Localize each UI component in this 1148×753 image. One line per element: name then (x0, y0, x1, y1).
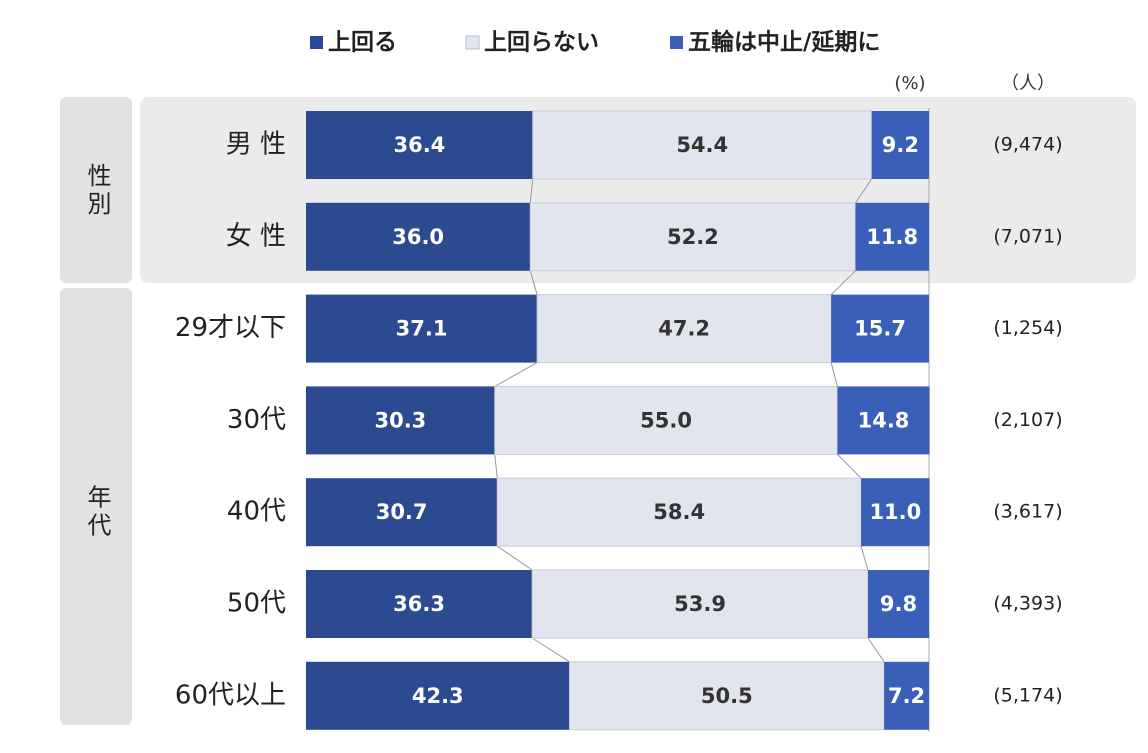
bar-segment (884, 661, 929, 730)
connector (837, 454, 862, 479)
value-label: 52.2 (667, 225, 719, 249)
value-label: 36.3 (393, 592, 445, 616)
value-label: 37.1 (396, 317, 448, 341)
value-label: 14.8 (858, 408, 910, 432)
value-label: 50.5 (701, 684, 753, 708)
value-label: 11.8 (866, 225, 918, 249)
connector (529, 178, 534, 203)
value-label: 54.4 (676, 133, 728, 157)
sample-size: (3,617) (993, 501, 1062, 523)
bar-segment (855, 202, 929, 271)
bar-segment (871, 111, 929, 179)
value-label: 47.2 (658, 317, 710, 341)
bar-segment (867, 570, 929, 638)
connector (529, 270, 538, 295)
value-label: 53.9 (674, 592, 726, 616)
category-label: 30代 (227, 405, 286, 435)
connector (867, 637, 885, 663)
sample-unit: （人） (1001, 73, 1055, 94)
bar-segment (494, 385, 838, 455)
connector (855, 178, 873, 204)
bar-segment (831, 294, 929, 363)
value-label: 58.4 (653, 500, 705, 524)
connector (494, 454, 498, 479)
bar-segment (306, 111, 533, 179)
value-label: 42.3 (412, 684, 464, 708)
value-unit: (%) (894, 73, 925, 94)
bar-segment (532, 110, 873, 180)
value-label: 9.2 (882, 133, 919, 157)
group-label: 性別 (83, 163, 111, 219)
bar-segment (569, 661, 885, 731)
value-label: 7.2 (888, 684, 925, 708)
value-label: 30.3 (374, 408, 426, 432)
bar-segment (306, 661, 570, 730)
bar-segment (529, 202, 856, 272)
value-label: 55.0 (640, 408, 692, 432)
category-label: 50代 (227, 589, 286, 619)
connector (830, 270, 856, 295)
value-label: 36.0 (392, 225, 444, 249)
bar-segment (306, 386, 495, 455)
legend-label: 上回らない (484, 30, 599, 56)
legend-label: 上回る (328, 30, 397, 56)
legend-swatch (465, 35, 480, 50)
connector (496, 545, 533, 571)
sample-size: (7,071) (993, 225, 1062, 247)
value-label: 9.8 (880, 592, 917, 616)
sample-size: (9,474) (993, 134, 1062, 156)
connector (830, 362, 838, 387)
connector (860, 546, 869, 571)
group-label: 年代 (83, 484, 111, 540)
sample-size: (1,254) (993, 317, 1062, 339)
connector (531, 637, 570, 663)
legend-label: 五輪は中止/延期に (688, 29, 880, 56)
bar-segment (536, 294, 832, 364)
bar-segment (861, 478, 930, 547)
bar-segment (306, 570, 533, 638)
value-label: 11.0 (869, 500, 921, 524)
legend-swatch (310, 36, 323, 49)
connector (494, 362, 538, 387)
bar-segment (496, 477, 862, 547)
legend-swatch (670, 36, 683, 49)
bar-segment (306, 294, 538, 363)
category-label: 60代以上 (175, 680, 286, 710)
bar-segment (306, 478, 498, 547)
group-box (60, 288, 132, 725)
sample-size: (2,107) (993, 409, 1062, 431)
bar-segment (306, 202, 531, 271)
category-label: 男 性 (226, 130, 286, 160)
value-label: 30.7 (376, 500, 428, 524)
sample-size: (5,174) (993, 684, 1062, 706)
group-box (60, 97, 132, 283)
bar-segment (837, 386, 930, 455)
category-label: 女 性 (226, 221, 286, 251)
category-label: 40代 (227, 497, 286, 527)
value-label: 36.4 (393, 133, 445, 157)
value-label: 15.7 (854, 317, 906, 341)
sample-size: (4,393) (993, 593, 1062, 615)
category-label: 29才以下 (175, 313, 286, 343)
